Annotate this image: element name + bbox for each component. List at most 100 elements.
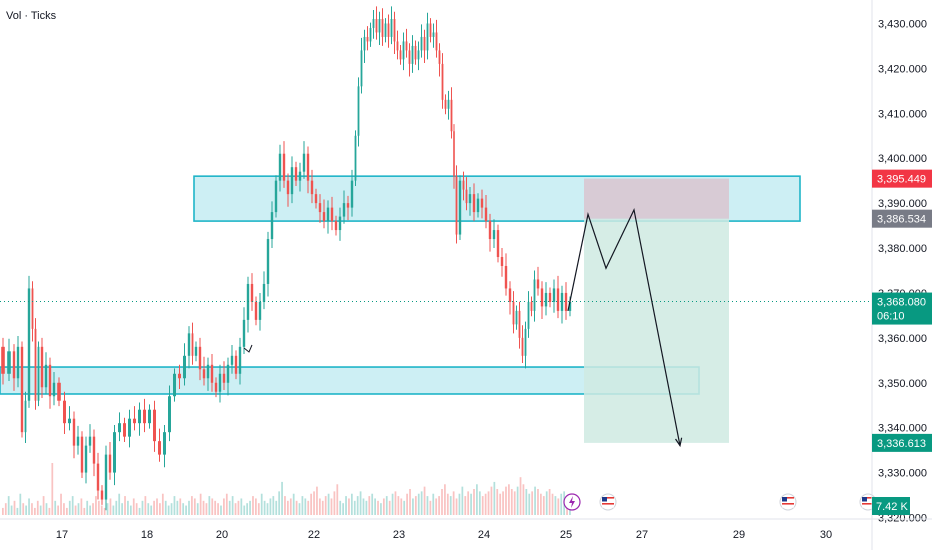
volume-bar xyxy=(284,496,286,515)
volume-bar xyxy=(252,496,254,515)
candle-body xyxy=(163,432,166,455)
candle-body xyxy=(278,153,282,181)
time-axis-tick: 25 xyxy=(560,529,572,541)
flag-stripe xyxy=(602,500,614,502)
volume-bar xyxy=(301,496,304,515)
candle-body xyxy=(242,319,246,347)
volume-bar xyxy=(106,503,109,515)
volume-bar xyxy=(220,505,222,515)
volume-bar xyxy=(478,491,481,515)
candle-body xyxy=(399,50,402,60)
candle xyxy=(258,292,262,331)
volume-bar xyxy=(65,507,68,515)
volume-bar xyxy=(414,496,417,515)
candle xyxy=(342,190,346,224)
volume-bar xyxy=(33,507,36,515)
volume-bar xyxy=(350,493,353,515)
volume-bar xyxy=(144,496,147,515)
volume-bar xyxy=(150,505,153,515)
candle-body xyxy=(183,355,186,379)
candle-body xyxy=(402,41,405,60)
volume-bar xyxy=(255,498,257,515)
volume-bar xyxy=(243,505,246,515)
candle-body xyxy=(438,50,441,64)
candle-body xyxy=(363,36,366,51)
flag-stripe xyxy=(602,497,614,499)
price-tag-label: 3,336.613 xyxy=(877,438,926,450)
volume-bar xyxy=(48,507,51,515)
candle-body xyxy=(462,180,465,190)
candle xyxy=(455,165,458,244)
volume-bar xyxy=(365,500,368,515)
volume-bar xyxy=(80,498,83,515)
volume-bar xyxy=(508,484,510,515)
candle xyxy=(198,337,202,381)
candle-body xyxy=(318,203,322,213)
candle-body xyxy=(306,153,310,181)
candle-body xyxy=(420,36,423,51)
candle-body xyxy=(37,346,40,401)
candle-body xyxy=(258,301,262,320)
volume-bar xyxy=(54,500,57,515)
candle-body xyxy=(423,36,426,51)
volume-bar xyxy=(266,503,269,515)
candle xyxy=(360,37,363,94)
volume-bar xyxy=(362,498,365,515)
volume-bar xyxy=(237,500,240,515)
candle xyxy=(378,11,381,46)
candle-body xyxy=(48,364,52,397)
volume-bar xyxy=(208,496,211,515)
candle xyxy=(230,345,234,374)
volume-bar xyxy=(10,505,13,515)
candle xyxy=(552,279,556,313)
volume-bar xyxy=(127,500,129,515)
candle-body xyxy=(226,364,230,383)
candle xyxy=(334,215,338,236)
volume-bar xyxy=(380,503,382,515)
volume-bar xyxy=(298,503,301,515)
volume-bar xyxy=(147,503,150,515)
volume-bar xyxy=(409,489,411,515)
candle-body xyxy=(435,32,438,51)
candle xyxy=(544,282,548,316)
candle xyxy=(148,404,151,429)
candle-body xyxy=(88,436,92,446)
candle-body xyxy=(360,50,363,87)
candle xyxy=(183,343,186,386)
candle-body xyxy=(202,369,206,379)
candle xyxy=(266,231,270,297)
candle xyxy=(450,87,453,139)
bolt-glyph xyxy=(569,496,575,508)
volume-bar xyxy=(118,493,121,515)
volume-bar xyxy=(240,498,243,515)
price-tag-bg xyxy=(872,433,932,452)
candle-body xyxy=(290,167,294,195)
volume-bar xyxy=(333,491,336,515)
volume-bar xyxy=(540,493,542,515)
volume-bar xyxy=(429,500,432,515)
candle-body xyxy=(270,212,274,240)
candle-body xyxy=(173,373,176,397)
volume-bar xyxy=(542,496,545,515)
volume-bar xyxy=(473,489,475,515)
volume-bar xyxy=(214,500,217,515)
volume-bar xyxy=(484,493,487,515)
candle xyxy=(246,276,250,333)
candle-body xyxy=(342,203,346,217)
candle xyxy=(402,32,405,71)
candle xyxy=(441,53,444,109)
price-axis-tick: 3,330.000 xyxy=(878,468,927,480)
candle xyxy=(286,173,290,207)
volume-bar xyxy=(246,503,249,515)
candle-body xyxy=(390,18,393,37)
volume-bar xyxy=(505,486,507,515)
candle-body xyxy=(282,153,286,181)
candle-body xyxy=(500,257,504,266)
candle xyxy=(84,436,88,484)
candle xyxy=(420,24,423,58)
volume-bar xyxy=(19,493,22,515)
price-axis-tick: 3,400.000 xyxy=(878,153,927,165)
volume-bar xyxy=(394,491,397,515)
volume-bar xyxy=(310,493,313,515)
